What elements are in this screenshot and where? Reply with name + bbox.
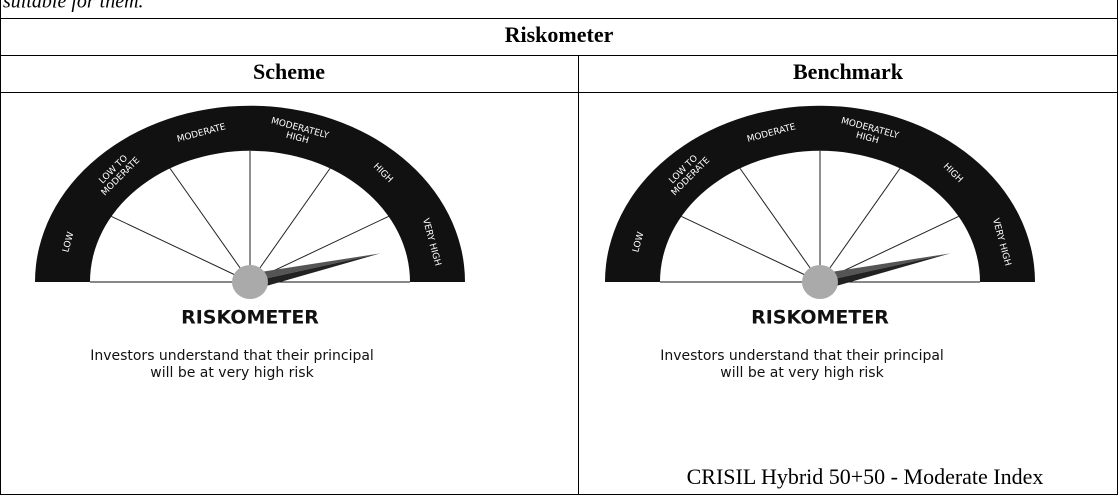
riskometer-description: will be at very high risk — [150, 365, 314, 381]
page: suitable for them. Riskometer Scheme Ben… — [0, 0, 1118, 495]
needle-hub — [232, 265, 268, 299]
needle-hub — [802, 265, 838, 299]
riskometer-description: Investors understand that their principa… — [90, 348, 374, 364]
header-fragment: suitable for them. — [3, 0, 144, 13]
gauge-divider — [740, 168, 820, 282]
column-header: Benchmark — [793, 59, 904, 84]
column-header: Scheme — [253, 59, 325, 84]
riskometer-caption: RISKOMETER — [181, 307, 319, 329]
riskometer-description: Investors understand that their principa… — [660, 348, 944, 364]
gauge-divider — [170, 168, 250, 282]
riskometer-caption: RISKOMETER — [751, 307, 889, 329]
gauge-divider — [111, 216, 250, 282]
gauge-divider — [681, 216, 820, 282]
table-title: Riskometer — [505, 22, 614, 47]
riskometer-description: will be at very high risk — [720, 365, 884, 381]
benchmark-name: CRISIL Hybrid 50+50 - Moderate Index — [687, 464, 1044, 489]
